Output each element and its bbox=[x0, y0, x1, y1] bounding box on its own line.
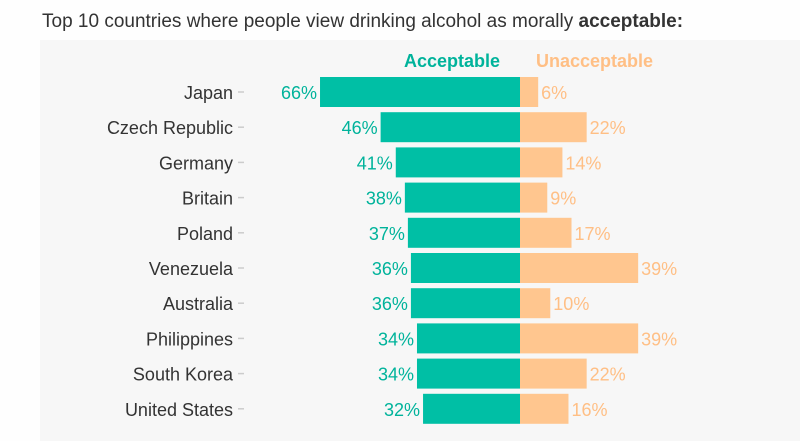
data-label-unacceptable: 39% bbox=[641, 329, 677, 349]
bar-unacceptable bbox=[520, 147, 563, 178]
legend-acceptable: Acceptable bbox=[404, 51, 500, 71]
data-label-unacceptable: 22% bbox=[590, 118, 626, 138]
data-label-acceptable: 36% bbox=[372, 259, 408, 279]
data-label-acceptable: 37% bbox=[369, 224, 405, 244]
category-label: Australia bbox=[163, 294, 234, 314]
bar-unacceptable bbox=[520, 393, 569, 424]
data-label-acceptable: 66% bbox=[281, 83, 317, 103]
data-label-acceptable: 46% bbox=[342, 118, 378, 138]
bar-acceptable bbox=[410, 253, 520, 283]
category-label: Czech Republic bbox=[107, 118, 233, 138]
category-label: South Korea bbox=[133, 365, 234, 385]
bar-acceptable bbox=[410, 288, 520, 319]
data-label-acceptable: 36% bbox=[372, 294, 408, 314]
chart-title: Top 10 countries where people view drink… bbox=[42, 11, 683, 32]
data-label-acceptable: 34% bbox=[378, 329, 414, 349]
data-label-unacceptable: 6% bbox=[541, 83, 567, 103]
data-label-unacceptable: 17% bbox=[575, 224, 611, 244]
bar-unacceptable bbox=[520, 253, 639, 283]
bar-acceptable bbox=[404, 182, 520, 213]
data-label-unacceptable: 10% bbox=[553, 294, 589, 314]
bar-unacceptable bbox=[520, 182, 548, 213]
bar-unacceptable bbox=[520, 288, 551, 319]
bar-acceptable bbox=[320, 77, 520, 107]
category-label: Germany bbox=[159, 153, 233, 173]
data-label-acceptable: 32% bbox=[384, 400, 420, 420]
category-label: Philippines bbox=[146, 329, 233, 349]
chart-title-text: Top 10 countries where people view drink… bbox=[42, 11, 579, 32]
bar-acceptable bbox=[416, 323, 520, 354]
bar-unacceptable bbox=[520, 77, 539, 107]
data-label-unacceptable: 14% bbox=[565, 153, 601, 173]
bar-unacceptable bbox=[520, 358, 587, 389]
bars-group: Japan 66% 6% Czech Republic 46% 22% Germany 41%… bbox=[107, 77, 677, 424]
data-label-acceptable: 34% bbox=[378, 365, 414, 385]
category-label: Britain bbox=[182, 189, 233, 209]
data-label-unacceptable: 9% bbox=[550, 189, 576, 209]
data-label-unacceptable: 16% bbox=[571, 400, 607, 420]
category-label: Poland bbox=[177, 224, 233, 244]
category-label: Japan bbox=[184, 83, 233, 103]
chart-title-bold: acceptable: bbox=[579, 11, 684, 32]
bar-acceptable bbox=[380, 112, 520, 143]
bar-unacceptable bbox=[520, 112, 587, 143]
legend-unacceptable: Unacceptable bbox=[536, 51, 653, 71]
bar-unacceptable bbox=[520, 323, 639, 354]
data-label-unacceptable: 22% bbox=[590, 365, 626, 385]
bar-acceptable bbox=[423, 393, 520, 424]
bar-acceptable bbox=[407, 217, 520, 248]
category-label: United States bbox=[125, 400, 233, 420]
data-label-acceptable: 38% bbox=[366, 189, 402, 209]
data-label-unacceptable: 39% bbox=[641, 259, 677, 279]
data-label-acceptable: 41% bbox=[357, 153, 393, 173]
bar-unacceptable bbox=[520, 217, 572, 248]
bar-acceptable bbox=[395, 147, 520, 178]
bar-acceptable bbox=[416, 358, 520, 389]
category-label: Venezuela bbox=[149, 259, 234, 279]
